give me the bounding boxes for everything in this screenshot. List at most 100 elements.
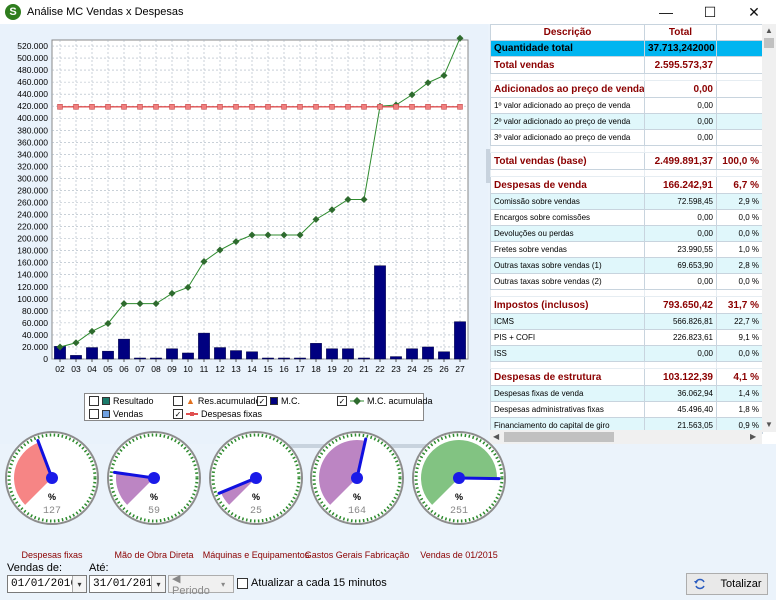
- column-header-total[interactable]: Total: [644, 24, 717, 41]
- table-row[interactable]: Total vendas (base) 2.499.891,37 100,0 %: [490, 152, 763, 170]
- legend-checkbox-vendas[interactable]: [89, 409, 99, 419]
- mc-bar[interactable]: [150, 357, 162, 360]
- table-row[interactable]: 1º valor adicionado ao preço de venda 0,0…: [490, 97, 763, 114]
- despesas-fixas-point[interactable]: [233, 104, 239, 110]
- table-row[interactable]: Financiamento do capital de giro 21.563,0…: [490, 417, 763, 434]
- table-row[interactable]: Encargos sobre comissões 0,00 0,0 %: [490, 209, 763, 226]
- mc-acumulada-point[interactable]: [120, 300, 128, 308]
- despesas-fixas-point[interactable]: [265, 104, 271, 110]
- despesas-fixas-point[interactable]: [457, 104, 463, 110]
- despesas-fixas-point[interactable]: [393, 104, 399, 110]
- date-to-value[interactable]: 31/01/2016: [93, 578, 160, 590]
- mc-acumulada-point[interactable]: [72, 339, 80, 347]
- table-row[interactable]: Despesas de estrutura 103.122,39 4,1 %: [490, 368, 763, 386]
- mc-acumulada-point[interactable]: [264, 231, 272, 239]
- legend-item-vendas[interactable]: Vendas: [89, 409, 143, 419]
- mc-bar[interactable]: [230, 350, 242, 360]
- despesas-fixas-point[interactable]: [409, 104, 415, 110]
- legend-item-res-acumulado[interactable]: ▲ Res.acumulado: [173, 396, 260, 406]
- despesas-fixas-point[interactable]: [361, 104, 367, 110]
- mc-bar[interactable]: [166, 348, 178, 360]
- table-row[interactable]: Total vendas 2.595.573,37: [490, 56, 763, 74]
- mc-bar[interactable]: [278, 357, 290, 360]
- mc-acumulada-point[interactable]: [424, 79, 432, 87]
- periodo-select[interactable]: ◀ Periodo ▾: [168, 573, 234, 597]
- scroll-left-icon[interactable]: ◀: [493, 432, 500, 441]
- vertical-splitter[interactable]: [486, 149, 490, 183]
- minimize-button[interactable]: —: [659, 4, 673, 20]
- mc-acumulada-point[interactable]: [408, 91, 416, 99]
- column-header-descricao[interactable]: Descrição: [490, 24, 645, 41]
- legend-checkbox-mc-acumulada[interactable]: ✓: [337, 396, 347, 406]
- legend-checkbox-despesas-fixas[interactable]: ✓: [173, 409, 183, 419]
- totalizar-button[interactable]: Totalizar: [686, 573, 768, 595]
- mc-acumulada-point[interactable]: [104, 319, 112, 327]
- mc-bar[interactable]: [134, 357, 146, 360]
- mc-acumulada-point[interactable]: [328, 206, 336, 214]
- table-vertical-scroll-thumb[interactable]: [764, 38, 774, 48]
- mc-bar[interactable]: [454, 321, 466, 360]
- mc-acumulada-point[interactable]: [456, 34, 464, 42]
- table-row[interactable]: Quantidade total 37.713,242000: [490, 40, 763, 57]
- auto-refresh-option[interactable]: Atualizar a cada 15 minutos: [237, 577, 387, 589]
- despesas-fixas-point[interactable]: [137, 104, 143, 110]
- mc-bar[interactable]: [118, 338, 130, 360]
- close-button[interactable]: ✕: [748, 3, 760, 20]
- table-row[interactable]: Adicionados ao preço de venda 0,00: [490, 80, 763, 98]
- scroll-up-icon[interactable]: ▲: [765, 26, 773, 35]
- despesas-fixas-point[interactable]: [297, 104, 303, 110]
- mc-acumulada-point[interactable]: [168, 289, 176, 297]
- mc-bar[interactable]: [326, 348, 338, 360]
- auto-refresh-checkbox[interactable]: [237, 577, 248, 589]
- despesas-fixas-point[interactable]: [313, 104, 319, 110]
- legend-checkbox-res-acumulado[interactable]: [173, 396, 183, 406]
- scroll-right-icon[interactable]: ▶: [750, 432, 757, 441]
- despesas-fixas-point[interactable]: [185, 104, 191, 110]
- mc-bar[interactable]: [86, 347, 98, 360]
- table-row[interactable]: Outras taxas sobre vendas (1) 69.653,90 2,…: [490, 257, 763, 274]
- legend-item-despesas-fixas[interactable]: ✓ Despesas fixas: [173, 409, 262, 419]
- table-row[interactable]: 2º valor adicionado ao preço de venda 0,0…: [490, 113, 763, 130]
- table-row[interactable]: ICMS 566.826,81 22,7 %: [490, 313, 763, 330]
- table-row[interactable]: Despesas administrativas fixas 45.496,40 1…: [490, 401, 763, 418]
- maximize-button[interactable]: ☐: [703, 3, 717, 20]
- mc-bar[interactable]: [342, 348, 354, 360]
- chevron-down-icon[interactable]: ▾: [221, 579, 226, 589]
- table-row[interactable]: 3º valor adicionado ao preço de venda 0,0…: [490, 129, 763, 146]
- mc-acumulada-point[interactable]: [152, 300, 160, 308]
- mc-acumulada-point[interactable]: [56, 343, 64, 351]
- mc-bar[interactable]: [102, 350, 114, 360]
- table-row[interactable]: PIS + COFI 226.823,61 9,1 %: [490, 329, 763, 346]
- legend-checkbox-resultado[interactable]: [89, 396, 99, 406]
- mc-acumulada-point[interactable]: [184, 283, 192, 291]
- mc-bar[interactable]: [310, 343, 322, 360]
- mc-acumulada-point[interactable]: [248, 231, 256, 239]
- table-horizontal-scroll-thumb[interactable]: [504, 432, 614, 442]
- legend-item-resultado[interactable]: Resultado: [89, 396, 154, 406]
- mc-bar[interactable]: [358, 357, 370, 360]
- table-vertical-scrollbar[interactable]: [762, 24, 776, 432]
- despesas-fixas-point[interactable]: [105, 104, 111, 110]
- mc-acumulada-point[interactable]: [232, 238, 240, 246]
- despesas-fixas-point[interactable]: [89, 104, 95, 110]
- mc-bar[interactable]: [182, 352, 194, 360]
- table-row[interactable]: ISS 0,00 0,0 %: [490, 345, 763, 362]
- despesas-fixas-point[interactable]: [217, 104, 223, 110]
- chevron-down-icon[interactable]: ▾: [151, 576, 165, 592]
- mc-acumulada-point[interactable]: [88, 327, 96, 335]
- despesas-fixas-point[interactable]: [169, 104, 175, 110]
- mc-acumulada-point[interactable]: [440, 72, 448, 80]
- mc-bar[interactable]: [198, 332, 210, 360]
- mc-bar[interactable]: [390, 356, 402, 360]
- column-header-percent[interactable]: [716, 24, 763, 41]
- table-row[interactable]: Despesas de venda 166.242,91 6,7 %: [490, 176, 763, 194]
- chevron-down-icon[interactable]: ▾: [72, 576, 86, 592]
- mc-acumulada-point[interactable]: [360, 196, 368, 203]
- despesas-fixas-point[interactable]: [121, 104, 127, 110]
- legend-item-mc-acumulada[interactable]: ✓ M.C. acumulada: [337, 396, 433, 406]
- table-row[interactable]: Despesas fixas de venda 36.062,94 1,4 %: [490, 385, 763, 402]
- mc-acumulada-point[interactable]: [200, 257, 208, 265]
- date-to-picker[interactable]: 31/01/2016 ▾: [89, 575, 166, 593]
- mc-bar[interactable]: [70, 355, 82, 360]
- despesas-fixas-point[interactable]: [73, 104, 79, 110]
